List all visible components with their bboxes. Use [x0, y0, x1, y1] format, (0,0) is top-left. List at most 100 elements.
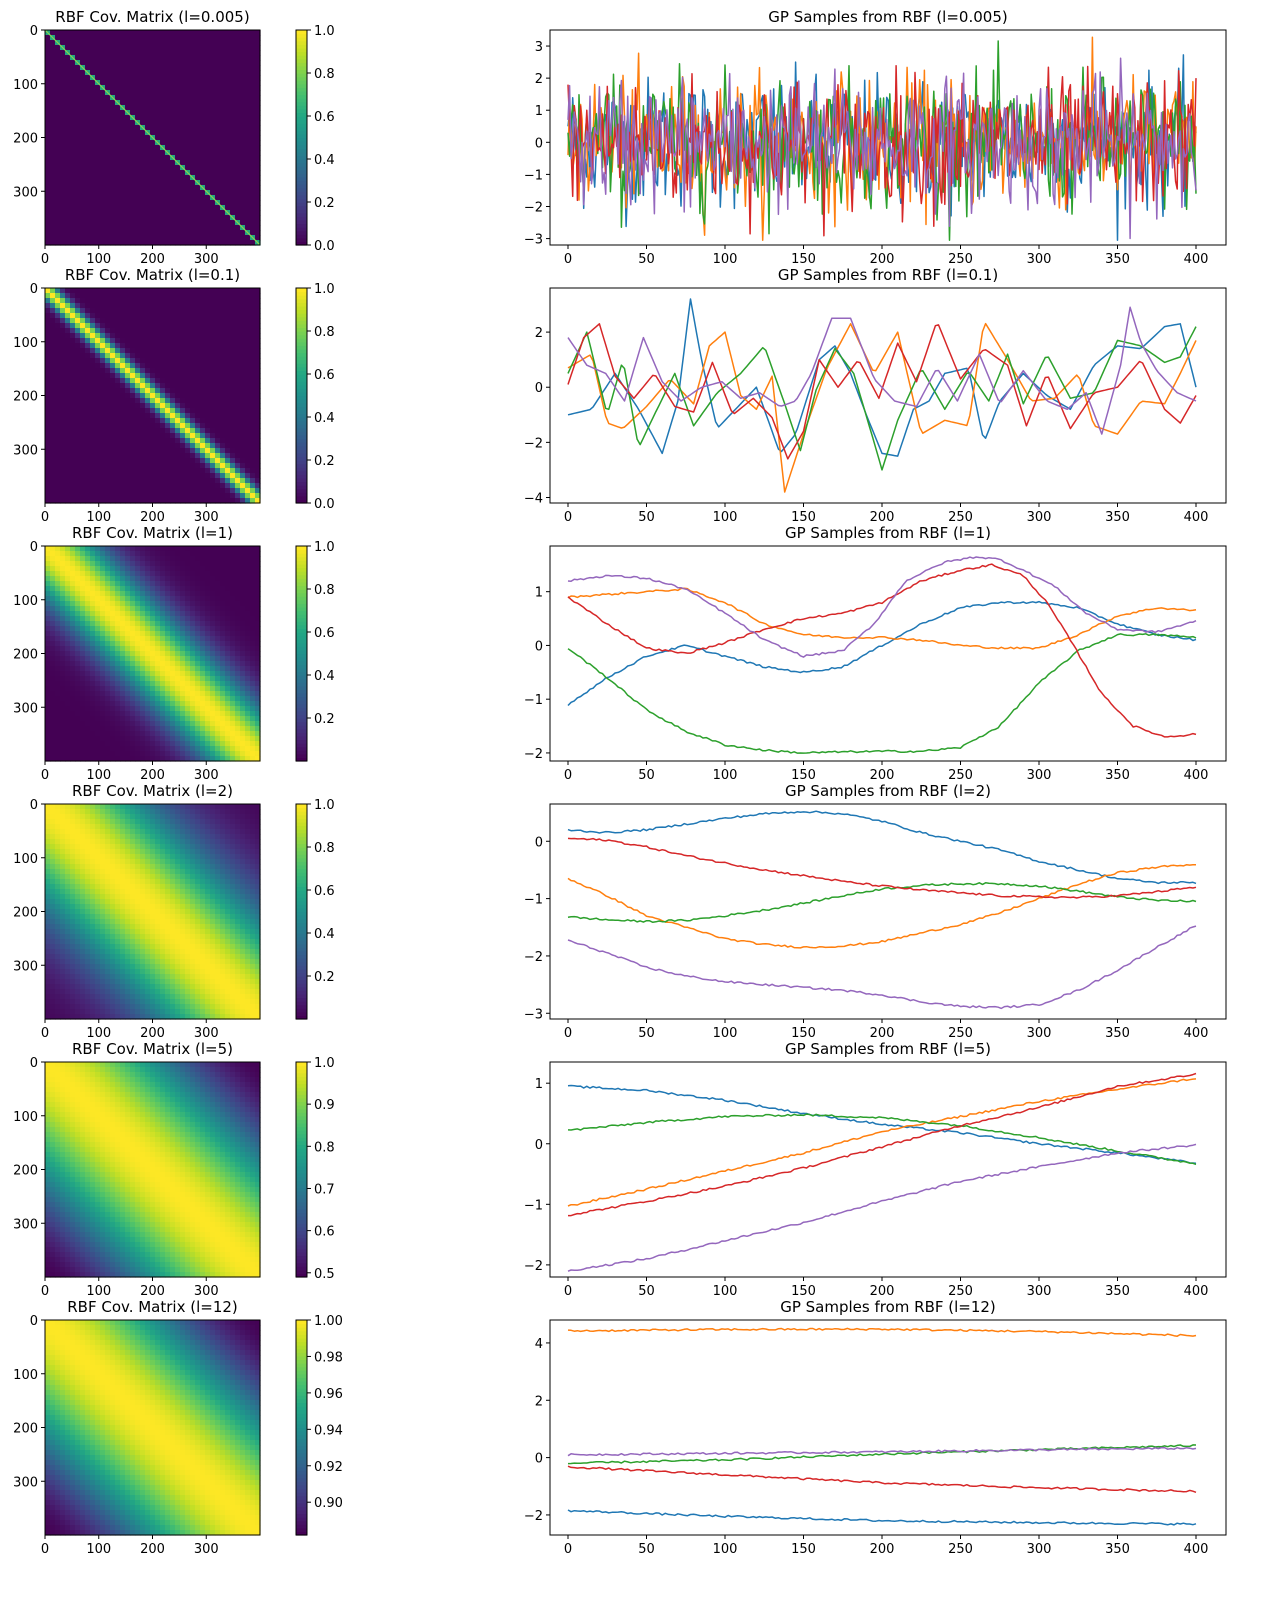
heatmap-cell: [210, 75, 216, 81]
heatmap-cell: [125, 348, 131, 354]
heatmap-cell: [95, 636, 101, 642]
heatmap-cell: [150, 661, 156, 667]
heatmap-cell: [160, 443, 166, 449]
heatmap-cell: [45, 363, 51, 369]
heatmap-cell: [185, 323, 191, 329]
heatmap-cell: [160, 333, 166, 339]
heatmap-cell: [200, 611, 206, 617]
heatmap-cell: [205, 185, 211, 191]
heatmap-cell: [95, 45, 101, 51]
heatmap-cell: [130, 611, 136, 617]
heatmap-cell: [85, 145, 91, 151]
x-tick-label: 300: [194, 510, 219, 525]
heatmap-cell: [175, 145, 181, 151]
heatmap-cell: [200, 75, 206, 81]
heatmap-cell: [190, 378, 196, 384]
heatmap-cell: [185, 596, 191, 602]
heatmap-cell: [195, 75, 201, 81]
heatmap-cell: [195, 70, 201, 76]
heatmap-cell: [55, 641, 61, 647]
heatmap-cell: [55, 438, 61, 444]
heatmap-cell: [150, 443, 156, 449]
heatmap-cell: [150, 298, 156, 304]
heatmap-cell: [65, 175, 71, 181]
heatmap-cell: [115, 35, 121, 41]
heatmap-cell: [105, 45, 111, 51]
heatmap-cell: [175, 140, 181, 146]
heatmap-cell: [235, 363, 241, 369]
heatmap-cell: [245, 408, 251, 414]
heatmap-cell: [255, 403, 261, 409]
heatmap-cell: [155, 493, 161, 499]
heatmap-cell: [130, 195, 136, 201]
heatmap-cell: [170, 581, 176, 587]
heatmap-cell: [155, 323, 161, 329]
colorbar-tick-label: 0.6: [314, 368, 335, 383]
heatmap-cell: [185, 423, 191, 429]
heatmap-cell: [220, 586, 226, 592]
heatmap-cell: [190, 235, 196, 241]
heatmap-cell: [175, 303, 181, 309]
heatmap-cell: [200, 303, 206, 309]
colorbar-step: [296, 467, 307, 472]
colorbar-step: [296, 119, 307, 124]
heatmap-cell: [120, 160, 126, 166]
heatmap-cell: [215, 566, 221, 572]
heatmap-cell: [180, 313, 186, 319]
heatmap-cell: [115, 338, 121, 344]
heatmap-cell: [115, 170, 121, 176]
heatmap-cell: [205, 215, 211, 221]
heatmap-cell: [155, 180, 161, 186]
colorbar-step: [296, 65, 307, 71]
heatmap-cell: [105, 478, 111, 484]
heatmap-cell: [255, 160, 261, 166]
heatmap-cell: [120, 448, 126, 454]
heatmap-cell: [50, 308, 56, 314]
heatmap-cell: [145, 363, 151, 369]
heatmap-cell: [235, 591, 241, 597]
heatmap-cell: [110, 200, 116, 206]
heatmap-cell: [80, 343, 86, 349]
heatmap-cell: [115, 576, 121, 582]
heatmap-cell: [45, 418, 51, 424]
heatmap-cell: [160, 626, 166, 632]
heatmap-cell: [175, 120, 181, 126]
heatmap-cell: [195, 150, 201, 156]
heatmap-cell: [55, 160, 61, 166]
heatmap-cell: [195, 546, 201, 552]
heatmap-cell: [145, 150, 151, 156]
heatmap-cell: [85, 388, 91, 394]
heatmap-cell: [90, 606, 96, 612]
heatmap-cell: [140, 55, 146, 61]
heatmap-cell: [70, 621, 76, 627]
heatmap-cell: [170, 606, 176, 612]
heatmap-cell: [140, 488, 146, 494]
heatmap-cell: [45, 651, 51, 657]
heatmap-cell: [90, 403, 96, 409]
heatmap-cell: [210, 611, 216, 617]
heatmap-cell: [185, 220, 191, 226]
heatmap-cell: [190, 636, 196, 642]
heatmap-cell: [155, 423, 161, 429]
heatmap-cell: [165, 556, 171, 562]
heatmap-cell: [60, 328, 66, 334]
heatmap-cell: [220, 601, 226, 607]
heatmap-cell: [105, 368, 111, 374]
heatmap-cell: [65, 220, 71, 226]
heatmap-cell: [215, 175, 221, 181]
heatmap-cell: [105, 85, 111, 91]
heatmap-cell: [175, 60, 181, 66]
heatmap-cell: [140, 338, 146, 344]
heatmap-cell: [125, 75, 131, 81]
colorbar-step: [296, 309, 307, 314]
heatmap-cell: [195, 230, 201, 236]
heatmap-cell: [200, 240, 206, 246]
heatmap-cell: [145, 546, 151, 552]
heatmap-cell: [255, 175, 261, 181]
heatmap-cell: [255, 30, 261, 36]
heatmap-cell: [135, 200, 141, 206]
heatmap-cell: [90, 388, 96, 394]
heatmap-cell: [115, 210, 121, 216]
heatmap-cell: [130, 200, 136, 206]
heatmap-cell: [50, 298, 56, 304]
